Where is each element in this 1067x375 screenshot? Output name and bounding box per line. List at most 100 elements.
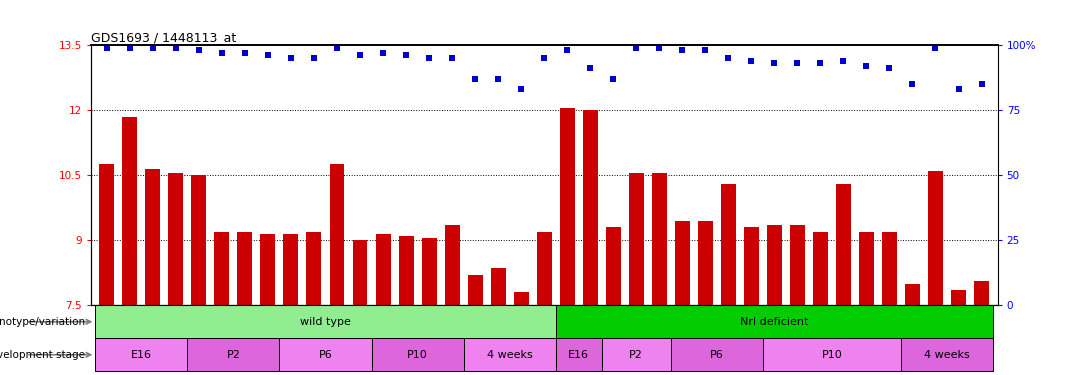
Bar: [744, 227, 759, 305]
Bar: [835, 184, 850, 305]
Point: [904, 81, 921, 87]
Point: [536, 55, 553, 61]
Text: P6: P6: [710, 350, 723, 360]
Bar: [306, 231, 321, 305]
Bar: [238, 231, 253, 305]
Bar: [859, 231, 874, 305]
Point: [398, 53, 415, 58]
Bar: [928, 171, 943, 305]
Text: 4 weeks: 4 weeks: [924, 350, 970, 360]
Bar: [606, 227, 621, 305]
Bar: [560, 108, 575, 305]
Bar: [491, 268, 506, 305]
Point: [881, 65, 898, 71]
Text: E16: E16: [131, 350, 152, 360]
Bar: [445, 225, 460, 305]
Point: [420, 55, 437, 61]
Bar: [95, 305, 556, 338]
Point: [98, 45, 115, 51]
Bar: [399, 236, 414, 305]
Text: P2: P2: [226, 350, 240, 360]
Text: GDS1693 / 1448113_at: GDS1693 / 1448113_at: [91, 31, 236, 44]
Bar: [123, 117, 138, 305]
Point: [559, 47, 576, 53]
Point: [627, 45, 644, 51]
Text: P10: P10: [408, 350, 428, 360]
Point: [673, 47, 690, 53]
Bar: [188, 338, 280, 371]
Bar: [813, 231, 828, 305]
Bar: [91, 305, 998, 375]
Text: genotype/variation: genotype/variation: [0, 317, 85, 327]
Text: wild type: wild type: [300, 317, 351, 327]
Point: [512, 86, 529, 92]
Bar: [513, 292, 528, 305]
Point: [789, 60, 806, 66]
Point: [766, 60, 783, 66]
Point: [927, 45, 944, 51]
Bar: [674, 220, 689, 305]
Point: [168, 45, 185, 51]
Bar: [421, 238, 436, 305]
Bar: [260, 234, 275, 305]
Point: [190, 47, 207, 53]
Bar: [280, 338, 371, 371]
Bar: [974, 281, 989, 305]
Point: [213, 50, 230, 56]
Bar: [698, 220, 713, 305]
Point: [490, 76, 507, 82]
Point: [858, 63, 875, 69]
Bar: [371, 338, 463, 371]
Bar: [652, 173, 667, 305]
Point: [305, 55, 322, 61]
Bar: [169, 173, 184, 305]
Bar: [95, 338, 188, 371]
Bar: [99, 164, 114, 305]
Bar: [767, 225, 782, 305]
Point: [283, 55, 300, 61]
Bar: [145, 169, 160, 305]
Point: [259, 53, 276, 58]
Bar: [537, 231, 552, 305]
Bar: [284, 234, 299, 305]
Text: P10: P10: [822, 350, 842, 360]
Bar: [763, 338, 901, 371]
Point: [582, 65, 599, 71]
Bar: [602, 338, 671, 371]
Point: [122, 45, 139, 51]
Point: [444, 55, 461, 61]
Text: P2: P2: [630, 350, 643, 360]
Bar: [882, 231, 897, 305]
Point: [375, 50, 392, 56]
Bar: [583, 110, 598, 305]
Point: [351, 53, 368, 58]
Bar: [467, 275, 482, 305]
Point: [466, 76, 483, 82]
Point: [697, 47, 714, 53]
Point: [950, 86, 967, 92]
Point: [605, 76, 622, 82]
Bar: [463, 338, 556, 371]
Bar: [721, 184, 736, 305]
Bar: [901, 338, 993, 371]
Bar: [214, 231, 229, 305]
Point: [329, 45, 346, 51]
Point: [720, 55, 737, 61]
Bar: [556, 338, 602, 371]
Text: 4 weeks: 4 weeks: [487, 350, 532, 360]
Point: [237, 50, 254, 56]
Point: [743, 58, 760, 64]
Point: [144, 45, 161, 51]
Bar: [376, 234, 391, 305]
Text: E16: E16: [569, 350, 589, 360]
Bar: [191, 175, 206, 305]
Bar: [905, 284, 920, 305]
Bar: [628, 173, 643, 305]
Point: [834, 58, 851, 64]
Bar: [330, 164, 345, 305]
Point: [973, 81, 990, 87]
Point: [651, 45, 668, 51]
Point: [812, 60, 829, 66]
Bar: [671, 338, 763, 371]
Bar: [556, 305, 993, 338]
